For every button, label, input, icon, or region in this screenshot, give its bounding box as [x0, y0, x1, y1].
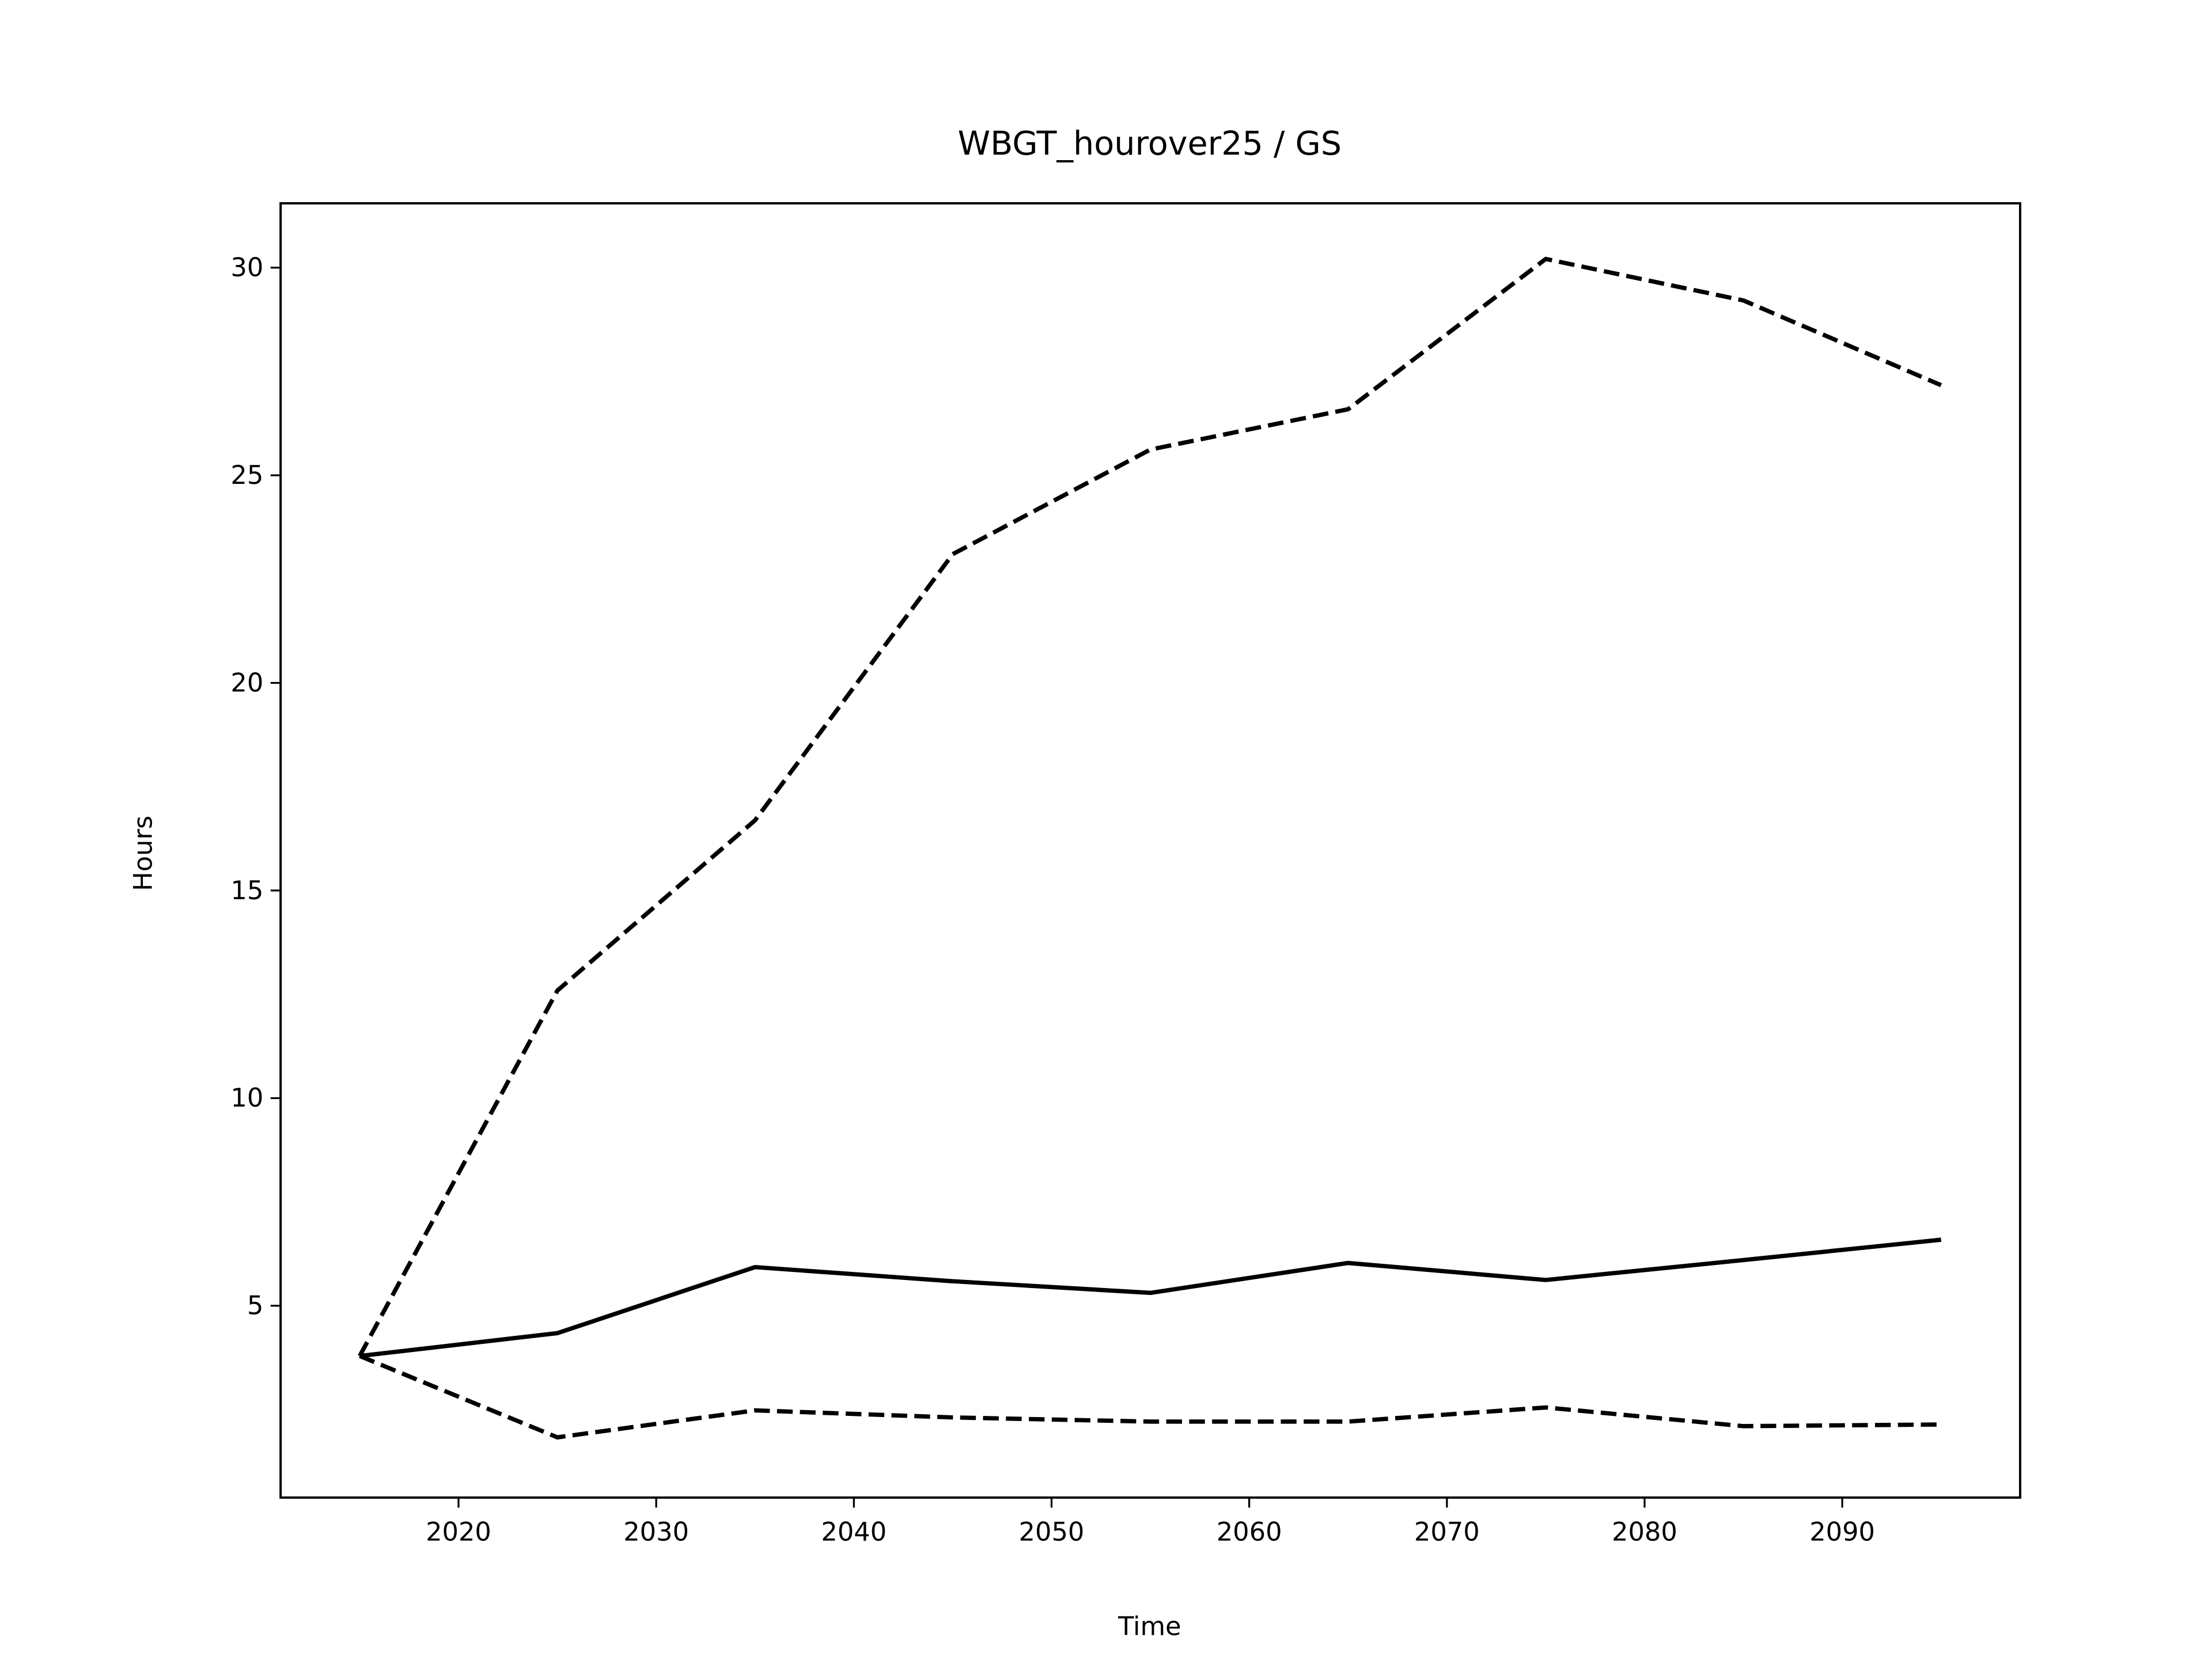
series-line — [359, 1237, 1942, 1358]
y-axis-label: Hours — [127, 816, 158, 891]
x-tick-label: 2060 — [1217, 1516, 1282, 1547]
y-tick-label: 15 — [230, 875, 263, 906]
y-tick-label: 25 — [230, 460, 263, 490]
plot-frame — [279, 202, 2021, 1499]
x-tick-label: 2040 — [821, 1516, 887, 1547]
y-tick-label: 20 — [230, 667, 263, 698]
y-tick-label: 5 — [247, 1290, 263, 1321]
series-line — [358, 1354, 1941, 1440]
x-tick-label: 2080 — [1612, 1516, 1677, 1547]
x-tick-label: 2030 — [623, 1516, 689, 1547]
series-line — [358, 256, 1942, 1357]
y-tick-label: 30 — [230, 252, 263, 283]
x-tick-label: 2090 — [1809, 1516, 1875, 1547]
x-axis-label: Time — [1118, 1611, 1181, 1641]
x-tick-label: 2020 — [426, 1516, 491, 1547]
x-tick-label: 2050 — [1019, 1516, 1085, 1547]
y-tick-label: 10 — [230, 1082, 263, 1113]
x-tick-label: 2070 — [1414, 1516, 1480, 1547]
chart-title: WBGT_hourover25 / GS — [958, 124, 1342, 162]
